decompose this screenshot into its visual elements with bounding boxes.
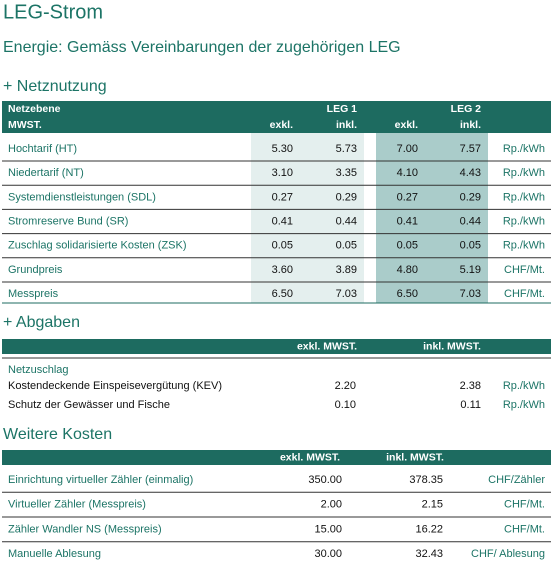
row-label: Messpreis xyxy=(8,288,59,300)
cell-value: 4.80 xyxy=(397,264,418,276)
cell-value: 0.10 xyxy=(335,399,356,411)
cell-value: 0.41 xyxy=(397,216,418,228)
cell-value: 4.43 xyxy=(460,167,481,179)
unit: CHF/Zähler xyxy=(488,474,545,486)
column-header: exkl. MWST. xyxy=(280,451,340,463)
row-label: Kostendeckende Einspeisevergütung (KEV) xyxy=(8,380,222,392)
unit: CHF/ Ablesung xyxy=(471,548,545,560)
cell-value: 0.27 xyxy=(272,191,293,203)
cell-value: 0.11 xyxy=(460,399,481,411)
column-header: MWST. xyxy=(8,119,42,131)
row-label: Schutz der Gewässer und Fische xyxy=(8,399,170,411)
row-label: Virtueller Zähler (Messpreis) xyxy=(8,499,146,511)
cell-value: 16.22 xyxy=(415,523,443,535)
row-label: Systemdienstleistungen (SDL) xyxy=(8,191,156,203)
cell-value: 0.29 xyxy=(460,191,481,203)
title: LEG-Strom xyxy=(3,1,103,23)
cell-value: 2.38 xyxy=(460,380,481,392)
column-header: inkl. MWST. xyxy=(386,451,444,463)
cell-value: 0.29 xyxy=(336,191,357,203)
cell-value: 6.50 xyxy=(397,288,418,300)
cell-value: 0.44 xyxy=(336,216,357,228)
cell-value: 7.00 xyxy=(397,143,418,155)
cell-value: 2.00 xyxy=(321,499,342,511)
group-header: LEG 1 xyxy=(327,103,358,115)
cell-value: 5.73 xyxy=(336,143,357,155)
cell-value: 3.60 xyxy=(272,264,293,276)
cell-value: 350.00 xyxy=(308,474,342,486)
cell-value: 3.89 xyxy=(336,264,357,276)
column-header: exkl. xyxy=(270,119,293,131)
section-title: Weitere Kosten xyxy=(3,426,112,443)
row-label: Zähler Wandler NS (Messpreis) xyxy=(8,523,162,535)
cell-value: 15.00 xyxy=(314,523,342,535)
unit: Rp./kWh xyxy=(503,167,545,179)
row-label: Hochtarif (HT) xyxy=(8,143,77,155)
subtitle: Energie: Gemäss Vereinbarungen der zugeh… xyxy=(3,39,401,56)
abgaben-header-bar xyxy=(2,339,551,354)
cell-value: 0.05 xyxy=(272,240,293,252)
cell-value: 6.50 xyxy=(272,288,293,300)
cell-value: 0.27 xyxy=(397,191,418,203)
cell-value: 32.43 xyxy=(415,548,443,560)
unit: CHF/Mt. xyxy=(504,523,545,535)
unit: Rp./kWh xyxy=(503,399,545,411)
cell-value: 30.00 xyxy=(314,548,342,560)
column-header: exkl. MWST. xyxy=(297,340,357,352)
unit: Rp./kWh xyxy=(503,380,545,392)
netz-header-bar xyxy=(2,101,551,133)
weitere-header-bar xyxy=(2,450,551,465)
cell-value: 7.57 xyxy=(460,143,481,155)
unit: CHF/Mt. xyxy=(504,288,545,300)
unit: Rp./kWh xyxy=(503,216,545,228)
column-header: inkl. MWST. xyxy=(423,340,481,352)
cell-value: 0.05 xyxy=(460,240,481,252)
row-label: Stromreserve Bund (SR) xyxy=(8,216,128,228)
cell-value: 378.35 xyxy=(409,474,443,486)
section-title: + Netznutzung xyxy=(3,78,107,95)
unit: Rp./kWh xyxy=(503,191,545,203)
cell-value: 0.41 xyxy=(272,216,293,228)
cell-value: 5.19 xyxy=(460,264,481,276)
cell-value: 0.05 xyxy=(397,240,418,252)
row-label: Einrichtung virtueller Zähler (einmalig) xyxy=(8,474,193,486)
cell-value: 2.15 xyxy=(422,499,443,511)
cell-value: 5.30 xyxy=(272,143,293,155)
unit: Rp./kWh xyxy=(503,143,545,155)
cell-value: 7.03 xyxy=(460,288,481,300)
cell-value: 4.10 xyxy=(397,167,418,179)
cell-value: 3.10 xyxy=(272,167,293,179)
unit: CHF/Mt. xyxy=(504,264,545,276)
unit: Rp./kWh xyxy=(503,240,545,252)
row-label: Niedertarif (NT) xyxy=(8,167,84,179)
column-header: exkl. xyxy=(395,119,418,131)
section-title: + Abgaben xyxy=(3,314,80,331)
group-header: LEG 2 xyxy=(451,103,482,115)
row-label: Zuschlag solidarisierte Kosten (ZSK) xyxy=(8,240,187,252)
cell-value: 7.03 xyxy=(336,288,357,300)
column-header: inkl. xyxy=(460,119,481,131)
cell-value: 3.35 xyxy=(336,167,357,179)
group-label: Netzuschlag xyxy=(8,364,69,376)
column-header: Netzebene xyxy=(8,103,61,115)
column-header: inkl. xyxy=(336,119,357,131)
row-label: Manuelle Ablesung xyxy=(8,548,101,560)
cell-value: 2.20 xyxy=(335,380,356,392)
cell-value: 0.05 xyxy=(336,240,357,252)
cell-value: 0.44 xyxy=(460,216,481,228)
row-label: Grundpreis xyxy=(8,264,63,276)
unit: CHF/Mt. xyxy=(504,499,545,511)
